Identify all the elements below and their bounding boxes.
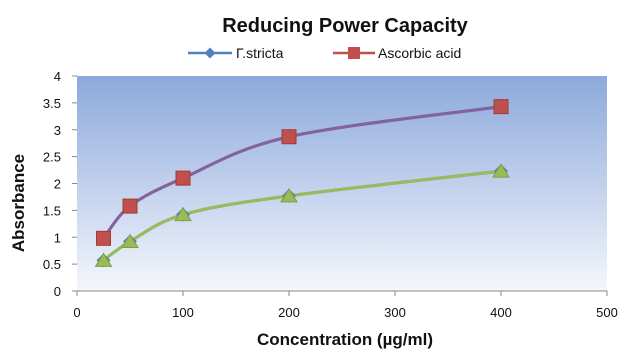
data-point-marker-overlay	[174, 206, 192, 222]
y-axis-ticks: 0 0.5 1 1.5 2 2.5 3 3.5 4	[43, 69, 77, 299]
data-point-marker-overlay	[280, 187, 298, 203]
legend-marker-series-1	[204, 47, 216, 59]
legend-item-series-1: Γ.stricta	[188, 45, 284, 61]
legend-item-series-2: Ascorbic acid	[333, 45, 461, 61]
data-point-marker	[493, 99, 509, 115]
data-point-marker-overlay	[121, 233, 139, 249]
data-point-marker	[122, 198, 138, 214]
x-tick-label: 300	[384, 305, 406, 320]
x-tick-label: 400	[490, 305, 512, 320]
x-tick-label: 0	[73, 305, 80, 320]
y-tick-label: 1	[54, 230, 61, 245]
legend-marker-series-2	[348, 47, 360, 59]
data-point-marker	[175, 170, 191, 186]
y-tick-label: 1.5	[43, 203, 61, 218]
y-tick-label: 4	[54, 69, 61, 84]
legend: Γ.stricta Ascorbic acid	[188, 45, 461, 61]
y-tick-label: 2.5	[43, 150, 61, 165]
data-point-marker-overlay	[94, 252, 113, 267]
y-tick-label: 0.5	[43, 257, 61, 272]
data-point-marker	[281, 129, 297, 145]
series-layer	[94, 99, 510, 268]
y-tick-label: 3	[54, 123, 61, 138]
series-1	[94, 163, 510, 268]
legend-label-series-2: Ascorbic acid	[378, 45, 461, 61]
legend-label-series-1: Γ.stricta	[236, 45, 284, 61]
y-axis-label: Absorbance	[9, 154, 28, 252]
data-point-marker-overlay	[492, 163, 510, 178]
series-2	[96, 99, 509, 246]
x-axis-label: Concentration (µg/ml)	[257, 330, 433, 349]
data-point-marker	[96, 230, 111, 246]
x-tick-label: 200	[278, 305, 300, 320]
chart-title: Reducing Power Capacity	[222, 15, 468, 37]
x-tick-label: 500	[596, 305, 618, 320]
y-tick-label: 3.5	[43, 96, 61, 111]
x-tick-label: 100	[172, 305, 194, 320]
plot-area	[77, 76, 607, 291]
y-tick-label: 0	[54, 284, 61, 299]
x-axis-ticks: 0 100 200 300 400 500	[73, 291, 618, 320]
y-tick-label: 2	[54, 177, 61, 192]
